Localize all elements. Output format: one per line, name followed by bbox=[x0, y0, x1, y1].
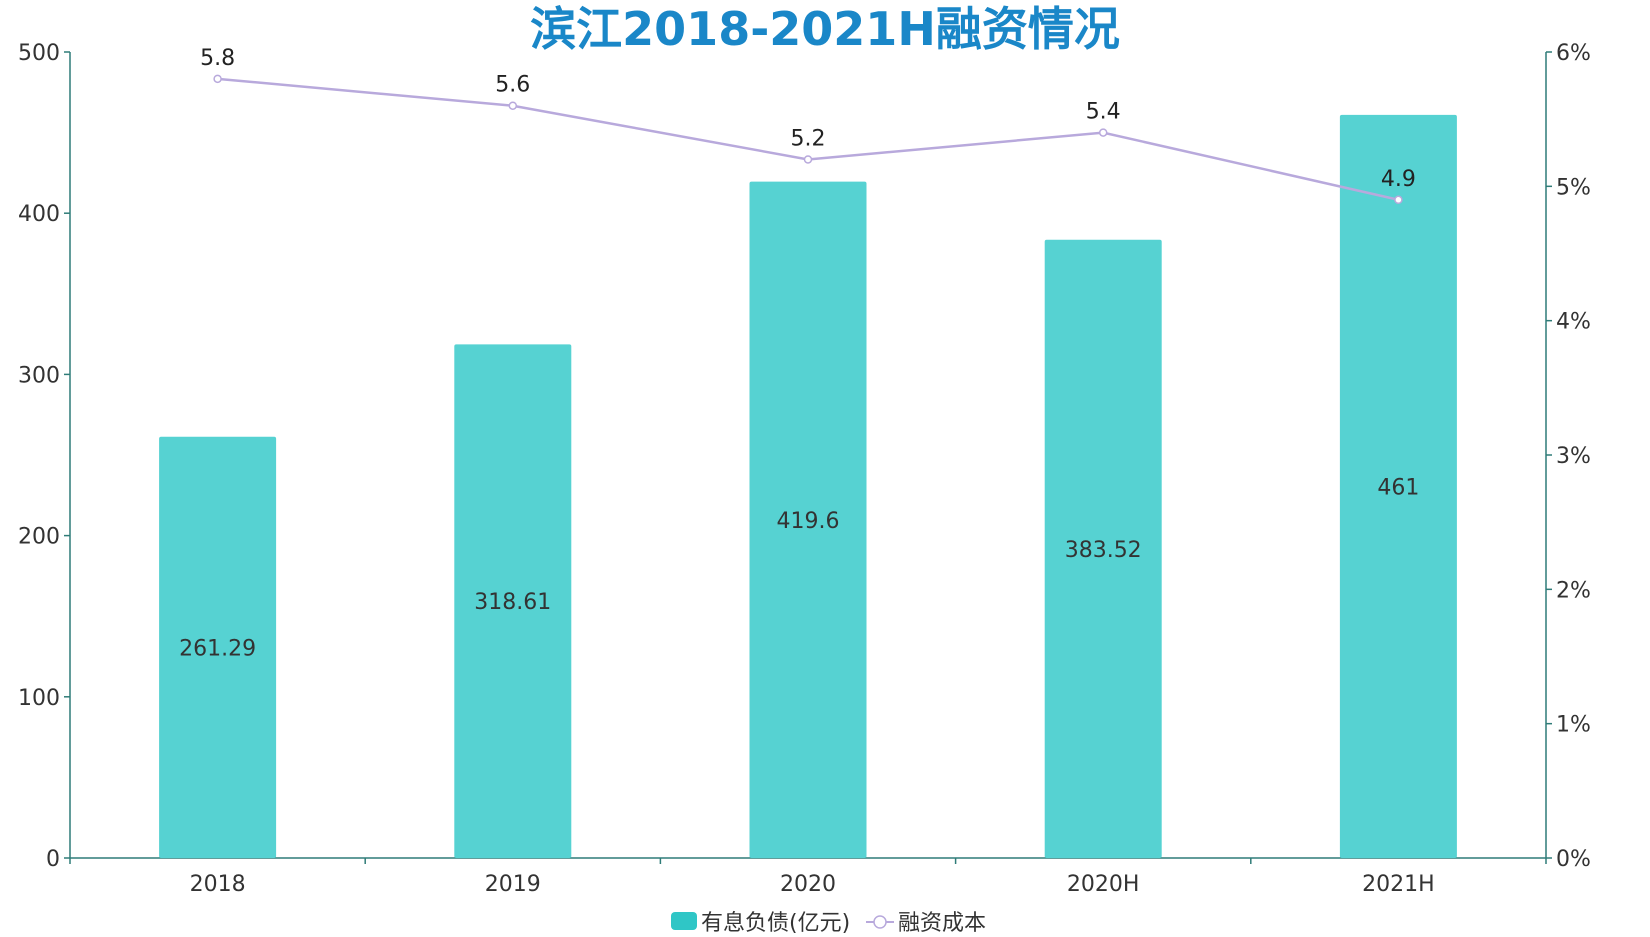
y-right-tick-label: 3% bbox=[1556, 444, 1591, 469]
legend: 有息负债(亿元) 融资成本 bbox=[671, 911, 986, 936]
legend-line-marker bbox=[873, 915, 887, 929]
bar bbox=[159, 436, 277, 858]
y-right-tick-label: 1% bbox=[1556, 713, 1591, 738]
line-series: 5.8 5.6 5.2 5.4 4.9 bbox=[200, 46, 1416, 205]
x-tick-label: 2020 bbox=[780, 872, 836, 897]
line-data-label: 5.4 bbox=[1086, 100, 1121, 125]
line-point bbox=[508, 101, 518, 110]
bar-data-label: 461 bbox=[1377, 475, 1419, 500]
axes: 0 100 200 300 400 500 0% 1% 2% 3% 4% 5% 6% 2018 2019 20… bbox=[18, 41, 1591, 897]
y-left-tick-label: 500 bbox=[18, 41, 60, 66]
legend-line-label: 融资成本 bbox=[898, 911, 986, 936]
line-data-label: 5.8 bbox=[200, 46, 235, 71]
bar bbox=[1044, 239, 1162, 859]
bar-data-label: 261.29 bbox=[179, 636, 256, 661]
y-left-tick-label: 100 bbox=[18, 686, 60, 711]
x-tick-label: 2018 bbox=[190, 872, 246, 897]
bar bbox=[749, 181, 867, 858]
line-data-label: 5.2 bbox=[791, 126, 826, 151]
bar-data-label: 383.52 bbox=[1065, 538, 1142, 563]
y-left-tick-label: 400 bbox=[18, 202, 60, 227]
bar-data-label: 318.61 bbox=[474, 590, 551, 615]
chart-title: 滨江2018-2021H融资情况 bbox=[530, 2, 1120, 56]
line-point bbox=[1394, 195, 1403, 205]
y-left-tick-label: 0 bbox=[46, 847, 60, 872]
legend-bar-label: 有息负债(亿元) bbox=[701, 911, 850, 936]
line-point bbox=[213, 74, 222, 84]
line-data-label: 4.9 bbox=[1381, 167, 1416, 192]
line-point bbox=[1098, 128, 1108, 137]
x-tick-label: 2020H bbox=[1067, 872, 1140, 897]
bar-series: 261.29 318.61 419.6 383.52 461 bbox=[159, 114, 1457, 859]
y-left-tick-label: 300 bbox=[18, 363, 60, 388]
bar bbox=[1339, 114, 1457, 859]
y-right-tick-label: 5% bbox=[1556, 175, 1591, 200]
bar-data-label: 419.6 bbox=[777, 509, 840, 534]
x-tick-label: 2021H bbox=[1362, 872, 1435, 897]
line-data-label: 5.6 bbox=[495, 73, 530, 98]
y-right-tick-label: 4% bbox=[1556, 310, 1591, 335]
bar bbox=[454, 344, 572, 859]
line-point bbox=[803, 155, 813, 164]
y-right-tick-label: 2% bbox=[1556, 578, 1591, 603]
y-right-tick-label: 6% bbox=[1556, 41, 1591, 66]
y-right-tick-label: 0% bbox=[1556, 847, 1591, 872]
y-left-tick-label: 200 bbox=[18, 525, 60, 550]
legend-bar-swatch bbox=[671, 912, 697, 930]
x-tick-label: 2019 bbox=[485, 872, 541, 897]
